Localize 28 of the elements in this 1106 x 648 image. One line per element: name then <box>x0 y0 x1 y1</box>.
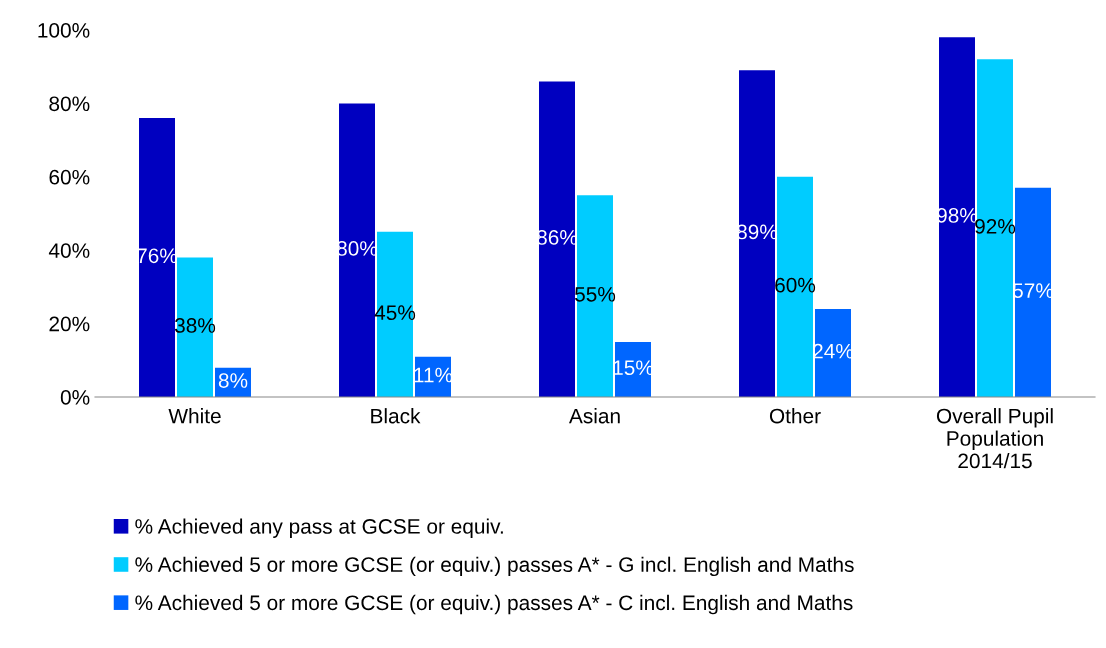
bar <box>977 59 1013 397</box>
legend-label: % Achieved 5 or more GCSE (or equiv.) passes A* - G incl. English and Maths <box>135 556 854 577</box>
bar <box>615 341 651 397</box>
x-tick-label: Black <box>371 408 421 424</box>
bar <box>1015 187 1051 397</box>
y-tick-label: 0% <box>60 390 90 405</box>
bar <box>739 70 775 397</box>
bar <box>539 81 575 397</box>
data-label: 8% <box>218 373 248 388</box>
bar <box>339 103 375 397</box>
legend-label: % Achieved 5 or more GCSE (or equiv.) passes A* - C incl. English and Maths <box>135 594 853 615</box>
bar <box>139 118 175 397</box>
data-label: 11% <box>414 367 453 383</box>
y-tick-label: 80% <box>49 96 90 112</box>
y-tick-label: 20% <box>49 316 90 332</box>
bar <box>939 37 975 397</box>
bar <box>815 308 851 397</box>
legend-label: % Achieved any pass at GCSE or equiv. <box>135 518 503 538</box>
bar <box>577 195 613 397</box>
x-tick-label: Overall Pupil Population 2014/15 <box>936 408 1053 469</box>
bar <box>177 257 213 397</box>
bar <box>777 176 813 397</box>
x-tick-label: Other <box>769 408 821 424</box>
y-tick-label: 100% <box>38 23 90 38</box>
y-tick-label: 40% <box>48 243 90 258</box>
x-tick-label: Asian <box>568 408 620 424</box>
x-tick-label: White <box>168 408 221 424</box>
y-tick-label: 60% <box>49 169 90 185</box>
